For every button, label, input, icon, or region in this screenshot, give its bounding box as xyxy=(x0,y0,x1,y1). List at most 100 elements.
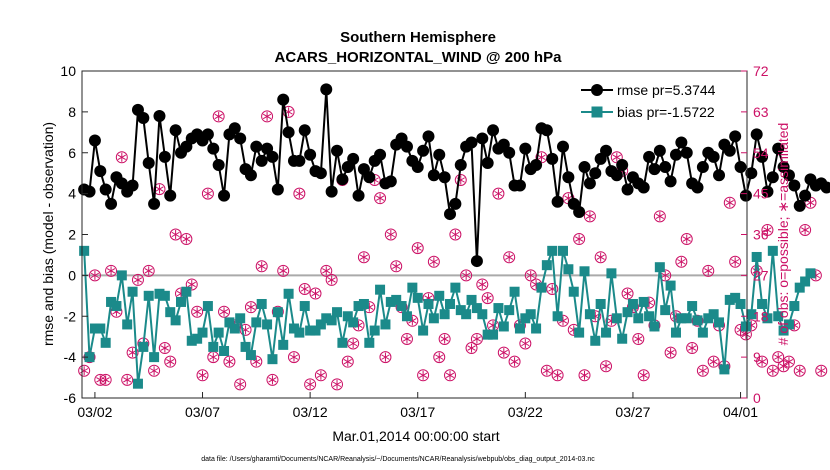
possible-obs-point xyxy=(492,187,505,200)
bias-point xyxy=(606,268,617,279)
asterisk-stroke xyxy=(741,331,751,338)
rmse-point xyxy=(207,142,220,155)
assimilated-obs-point xyxy=(359,252,369,262)
bias-point xyxy=(294,327,305,338)
possible-obs-point xyxy=(621,287,634,300)
x-tick-label: 03/02 xyxy=(77,404,112,420)
possible-obs-point xyxy=(131,273,144,286)
bias-point xyxy=(794,282,805,293)
assimilated-obs-point xyxy=(386,230,395,239)
asterisk-stroke xyxy=(435,354,444,360)
right-tick-label: 72 xyxy=(753,63,769,79)
rmse-point xyxy=(772,142,785,155)
asterisk-stroke xyxy=(687,345,697,351)
rmse-point xyxy=(707,150,720,163)
rmse-point xyxy=(739,189,752,202)
rmse-point xyxy=(664,175,677,188)
rmse-point xyxy=(578,161,591,174)
bias-point xyxy=(482,329,493,340)
assimilated-obs-point xyxy=(704,266,713,276)
rmse-point xyxy=(126,179,139,192)
chart-subtitle: ACARS_HORIZONTAL_WIND @ 200 hPa xyxy=(275,49,563,66)
left-tick-label: 4 xyxy=(68,186,76,202)
possible-obs-point xyxy=(723,196,736,209)
rmse-point xyxy=(766,171,779,184)
possible-obs-point xyxy=(573,233,586,246)
assimilated-obs-point xyxy=(192,307,202,317)
rmse-point xyxy=(643,150,656,163)
bias-point xyxy=(735,298,746,309)
rmse-point xyxy=(266,150,279,163)
asterisk-stroke xyxy=(322,268,331,274)
bias-point xyxy=(520,313,531,324)
rmse-point xyxy=(540,124,553,137)
assimilated-obs-point xyxy=(219,307,229,317)
assimilated-obs-point xyxy=(101,375,110,385)
bias-point xyxy=(611,313,622,324)
possible-obs-point xyxy=(185,278,198,291)
possible-obs-point xyxy=(164,355,177,368)
possible-obs-point xyxy=(772,351,785,364)
asterisk-stroke xyxy=(386,231,395,238)
legend: rmse pr=5.3744 bias pr=-1.5722 xyxy=(573,76,741,124)
asterisk-stroke xyxy=(268,377,277,383)
bias-point xyxy=(106,296,117,307)
bias-point xyxy=(714,317,725,328)
bias-point xyxy=(493,303,504,314)
x-axis-label: Mar.01,2014 00:00:00 start xyxy=(332,428,499,444)
possible-obs-point xyxy=(105,264,118,277)
rmse-point xyxy=(228,122,241,135)
right-tick-label: 45 xyxy=(753,186,769,202)
assimilated-obs-point xyxy=(252,357,261,367)
asterisk-stroke xyxy=(472,336,482,342)
bias-series-group xyxy=(79,245,816,389)
rmse-point xyxy=(417,144,430,157)
assimilated-obs-point xyxy=(440,334,449,344)
bias-point xyxy=(267,354,278,365)
rmse-point xyxy=(444,208,457,221)
rmse-point xyxy=(573,206,586,219)
data-file-footnote: data file: /Users/gharamti/Documents/NCA… xyxy=(201,456,595,463)
asterisk-stroke xyxy=(666,349,675,356)
asterisk-stroke xyxy=(284,109,293,115)
possible-obs-point xyxy=(417,369,430,382)
asterisk-stroke xyxy=(123,377,132,383)
assimilated-obs-point xyxy=(402,334,412,344)
bias-point xyxy=(116,270,127,281)
assimilated-obs-point xyxy=(725,198,734,208)
assimilated-obs-point xyxy=(462,270,471,280)
bias-point xyxy=(380,319,391,330)
x-tick-label: 03/07 xyxy=(185,404,220,420)
right-tick-label: 63 xyxy=(753,104,769,120)
asterisk-stroke xyxy=(494,190,503,197)
possible-obs-point xyxy=(277,264,290,277)
bias-point xyxy=(197,327,208,338)
bias-point xyxy=(407,282,418,293)
asterisk-stroke xyxy=(252,358,261,365)
asterisk-stroke xyxy=(359,254,369,260)
asterisk-stroke xyxy=(429,259,439,265)
y-axis-left-label: rmse and bias (model - observation) xyxy=(40,122,56,346)
x-tick-label: 03/17 xyxy=(400,404,435,420)
possible-obs-point xyxy=(470,332,483,345)
asterisk-stroke xyxy=(462,272,471,279)
bias-point xyxy=(805,268,816,279)
rmse-point xyxy=(519,142,532,155)
bias-point xyxy=(208,341,219,352)
asterisk-stroke xyxy=(257,263,266,269)
bias-point xyxy=(149,352,160,363)
bias-point xyxy=(348,317,359,328)
legend-rmse-marker xyxy=(591,84,603,96)
possible-obs-point xyxy=(212,110,225,123)
asterisk-stroke xyxy=(381,354,390,360)
rmse-point xyxy=(449,197,462,210)
rmse-point xyxy=(454,159,467,172)
rmse-point xyxy=(400,140,413,153)
rmse-point xyxy=(438,171,451,184)
asterisk-stroke xyxy=(682,236,691,242)
rmse-point xyxy=(669,148,682,161)
assimilated-obs-point xyxy=(133,275,143,285)
asterisk-stroke xyxy=(349,340,358,347)
bias-point xyxy=(681,313,692,324)
rmse-point xyxy=(234,132,247,145)
